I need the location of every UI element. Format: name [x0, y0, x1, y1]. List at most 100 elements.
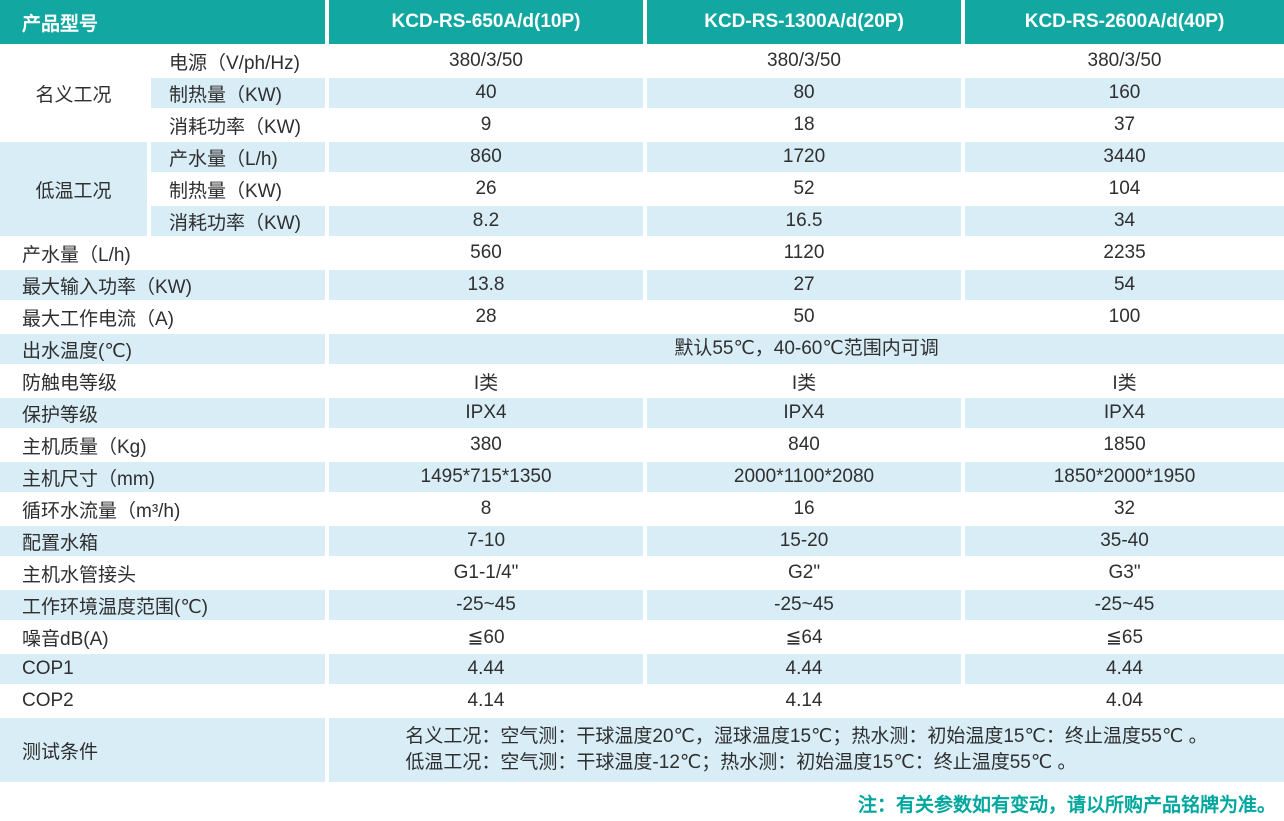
merged-value-line: 名义工况：空气测：干球温度20℃，湿球温度15℃；热水测：初始温度15℃：终止温…	[405, 726, 1208, 747]
row-value: 8	[329, 494, 648, 526]
row-label: 主机水管接头	[0, 558, 330, 590]
row-value: I类	[647, 366, 966, 398]
table-row: 测试条件 名义工况：空气测：干球温度20℃，湿球温度15℃；热水测：初始温度15℃…	[0, 718, 1284, 784]
row-value: I类	[329, 366, 648, 398]
table-row: 制热量（KW) 26 52 104	[0, 174, 1284, 206]
row-value: G3"	[965, 558, 1284, 590]
row-value: ≦60	[329, 622, 648, 654]
row-value: I类	[965, 366, 1284, 398]
row-label: 测试条件	[0, 718, 330, 784]
row-value: 2235	[965, 238, 1284, 270]
row-label: 噪音dB(A)	[0, 622, 330, 654]
row-value: ≦65	[965, 622, 1284, 654]
table-row: COP2 4.14 4.14 4.04	[0, 686, 1284, 718]
row-value: 37	[965, 110, 1284, 142]
row-value: 18	[647, 110, 966, 142]
row-value: 860	[329, 142, 648, 174]
table-row: 消耗功率（KW) 9 18 37	[0, 110, 1284, 142]
table-row: 最大工作电流（A) 28 50 100	[0, 302, 1284, 334]
row-value: -25~45	[965, 590, 1284, 622]
table-row: 噪音dB(A) ≦60 ≦64 ≦65	[0, 622, 1284, 654]
table-row: 循环水流量（m³/h) 8 16 32	[0, 494, 1284, 526]
row-value: 4.44	[647, 654, 966, 686]
row-value: 160	[965, 78, 1284, 110]
merged-value-text: 名义工况：空气测：干球温度20℃，湿球温度15℃；热水测：初始温度15℃：终止温…	[405, 724, 1207, 776]
row-label: 最大工作电流（A)	[0, 302, 330, 334]
row-label: 防触电等级	[0, 366, 330, 398]
row-sublabel: 制热量（KW)	[151, 78, 330, 110]
table-row: 出水温度(℃) 默认55℃，40-60℃范围内可调	[0, 334, 1284, 366]
row-value: 4.44	[965, 654, 1284, 686]
merged-value-line: 低温工况：空气测：干球温度-12℃；热水测：初始温度15℃：终止温度55℃ 。	[405, 752, 1077, 773]
table-row: 主机尺寸（mm) 1495*715*1350 2000*1100*2080 1850*…	[0, 462, 1284, 494]
row-value: 52	[647, 174, 966, 206]
row-sublabel: 制热量（KW)	[151, 174, 330, 206]
row-group-label: 名义工况	[0, 46, 151, 142]
table-row: 主机质量（Kg) 380 840 1850	[0, 430, 1284, 462]
row-label: COP1	[0, 654, 330, 686]
row-value: 380/3/50	[647, 46, 966, 78]
table-row: 消耗功率（KW) 8.2 16.5 34	[0, 206, 1284, 238]
row-value: 380/3/50	[965, 46, 1284, 78]
row-value: 1850	[965, 430, 1284, 462]
row-value: ≦64	[647, 622, 966, 654]
header-product-model-label: 产品型号	[0, 0, 330, 46]
merged-value-text: 默认55℃，40-60℃范围内可调	[674, 336, 938, 362]
merged-value-line: 默认55℃，40-60℃范围内可调	[674, 338, 939, 359]
table-row: 防触电等级 I类 I类 I类	[0, 366, 1284, 398]
row-value: 26	[329, 174, 648, 206]
row-value: 9	[329, 110, 648, 142]
row-value: 16.5	[647, 206, 966, 238]
row-merged-value: 名义工况：空气测：干球温度20℃，湿球温度15℃；热水测：初始温度15℃：终止温…	[329, 718, 1284, 784]
row-sublabel: 电源（V/ph/Hz)	[151, 46, 330, 78]
row-value: 4.14	[647, 686, 966, 718]
row-value: 3440	[965, 142, 1284, 174]
row-label: 主机尺寸（mm)	[0, 462, 330, 494]
footnote: 注：有关参数如有变动，请以所购产品铭牌为准。	[857, 795, 1276, 816]
row-value: 380	[329, 430, 648, 462]
row-value: 380/3/50	[329, 46, 648, 78]
row-label: COP2	[0, 686, 330, 718]
table-row: 工作环境温度范围(℃) -25~45 -25~45 -25~45	[0, 590, 1284, 622]
row-value: 80	[647, 78, 966, 110]
table-row: 制热量（KW) 40 80 160	[0, 78, 1284, 110]
table-row: 保护等级 IPX4 IPX4 IPX4	[0, 398, 1284, 430]
row-value: 35-40	[965, 526, 1284, 558]
row-sublabel: 产水量（L/h)	[151, 142, 330, 174]
row-value: 16	[647, 494, 966, 526]
row-value: 1120	[647, 238, 966, 270]
row-value: 32	[965, 494, 1284, 526]
row-value: IPX4	[329, 398, 648, 430]
header-model-1300: KCD-RS-1300A/d(20P)	[647, 0, 966, 46]
row-value: 1720	[647, 142, 966, 174]
row-value: 4.14	[329, 686, 648, 718]
row-value: 28	[329, 302, 648, 334]
row-value: 840	[647, 430, 966, 462]
header-row: 产品型号 KCD-RS-650A/d(10P) KCD-RS-1300A/d(2…	[0, 0, 1284, 46]
row-value: 40	[329, 78, 648, 110]
table-row: 产水量（L/h) 560 1120 2235	[0, 238, 1284, 270]
row-value: 15-20	[647, 526, 966, 558]
table-row: 低温工况 产水量（L/h) 860 1720 3440	[0, 142, 1284, 238]
row-sublabel: 消耗功率（KW)	[151, 206, 330, 238]
row-value: 4.44	[329, 654, 648, 686]
row-value: 54	[965, 270, 1284, 302]
header-model-2600: KCD-RS-2600A/d(40P)	[965, 0, 1284, 46]
row-label: 产水量（L/h)	[0, 238, 330, 270]
header-model-650: KCD-RS-650A/d(10P)	[329, 0, 648, 46]
row-group-label: 低温工况	[0, 142, 151, 238]
row-value: IPX4	[965, 398, 1284, 430]
spec-table: 产品型号 KCD-RS-650A/d(10P) KCD-RS-1300A/d(2…	[0, 0, 1284, 784]
table-row: 最大输入功率（KW) 13.8 27 54	[0, 270, 1284, 302]
row-value: 104	[965, 174, 1284, 206]
table-row: COP1 4.44 4.44 4.44	[0, 654, 1284, 686]
row-value: IPX4	[647, 398, 966, 430]
row-value: -25~45	[329, 590, 648, 622]
row-value: -25~45	[647, 590, 966, 622]
row-label: 出水温度(℃)	[0, 334, 330, 366]
row-label: 工作环境温度范围(℃)	[0, 590, 330, 622]
row-label: 主机质量（Kg)	[0, 430, 330, 462]
row-value: 2000*1100*2080	[647, 462, 966, 494]
row-value: 7-10	[329, 526, 648, 558]
row-value: 27	[647, 270, 966, 302]
